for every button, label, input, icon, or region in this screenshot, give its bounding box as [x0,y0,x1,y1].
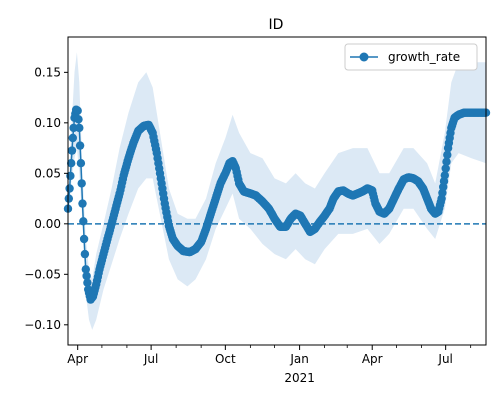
data-point [80,249,90,259]
y-tick-label: 0.10 [34,116,61,130]
data-point [75,141,85,150]
x-tick-label: Jan [289,352,309,366]
x-tick-label: Jul [437,352,452,366]
data-point [75,123,84,133]
legend-marker-swatch [359,52,369,62]
y-tick-label: 0.05 [34,166,61,180]
y-tick-label: −0.05 [24,267,61,281]
plot-area [63,52,491,330]
confidence-band [68,52,486,330]
data-point [65,184,74,193]
axes: −0.10 −0.05 0.00 0.05 0.10 0.15 Apr Jul Oct Jan Ap… [24,36,487,385]
data-point [83,278,92,287]
data-point [79,234,89,244]
x-tick-label: Oct [215,352,236,366]
legend-label-growth-rate: growth_rate [388,50,460,64]
data-point [78,199,87,208]
data-point [74,115,83,124]
data-point [81,265,91,274]
legend-frame [344,43,478,71]
data-point [77,179,86,188]
data-point [68,133,78,143]
chart-title: ID [269,17,284,33]
legend: growth_rate [344,43,478,71]
data-point [67,159,76,168]
axes-frame [67,36,487,346]
data-point [64,194,74,203]
data-point [82,271,91,281]
data-point [443,150,452,160]
x-year-label: 2021 [284,371,315,385]
y-tick-label: 0.00 [34,217,61,231]
y-tick-label: 0.15 [34,65,61,79]
y-tick-label: −0.10 [24,318,61,332]
data-point [67,146,77,155]
x-tick-label: Jul [143,352,158,366]
data-point [76,159,86,168]
growth-rate-markers [63,105,491,304]
data-point [442,157,451,166]
x-tick-label: Apr [67,352,88,366]
data-point [79,217,88,226]
data-point [73,106,82,115]
x-tick-label: Apr [362,352,383,366]
data-point [440,171,449,180]
data-point [441,164,450,173]
